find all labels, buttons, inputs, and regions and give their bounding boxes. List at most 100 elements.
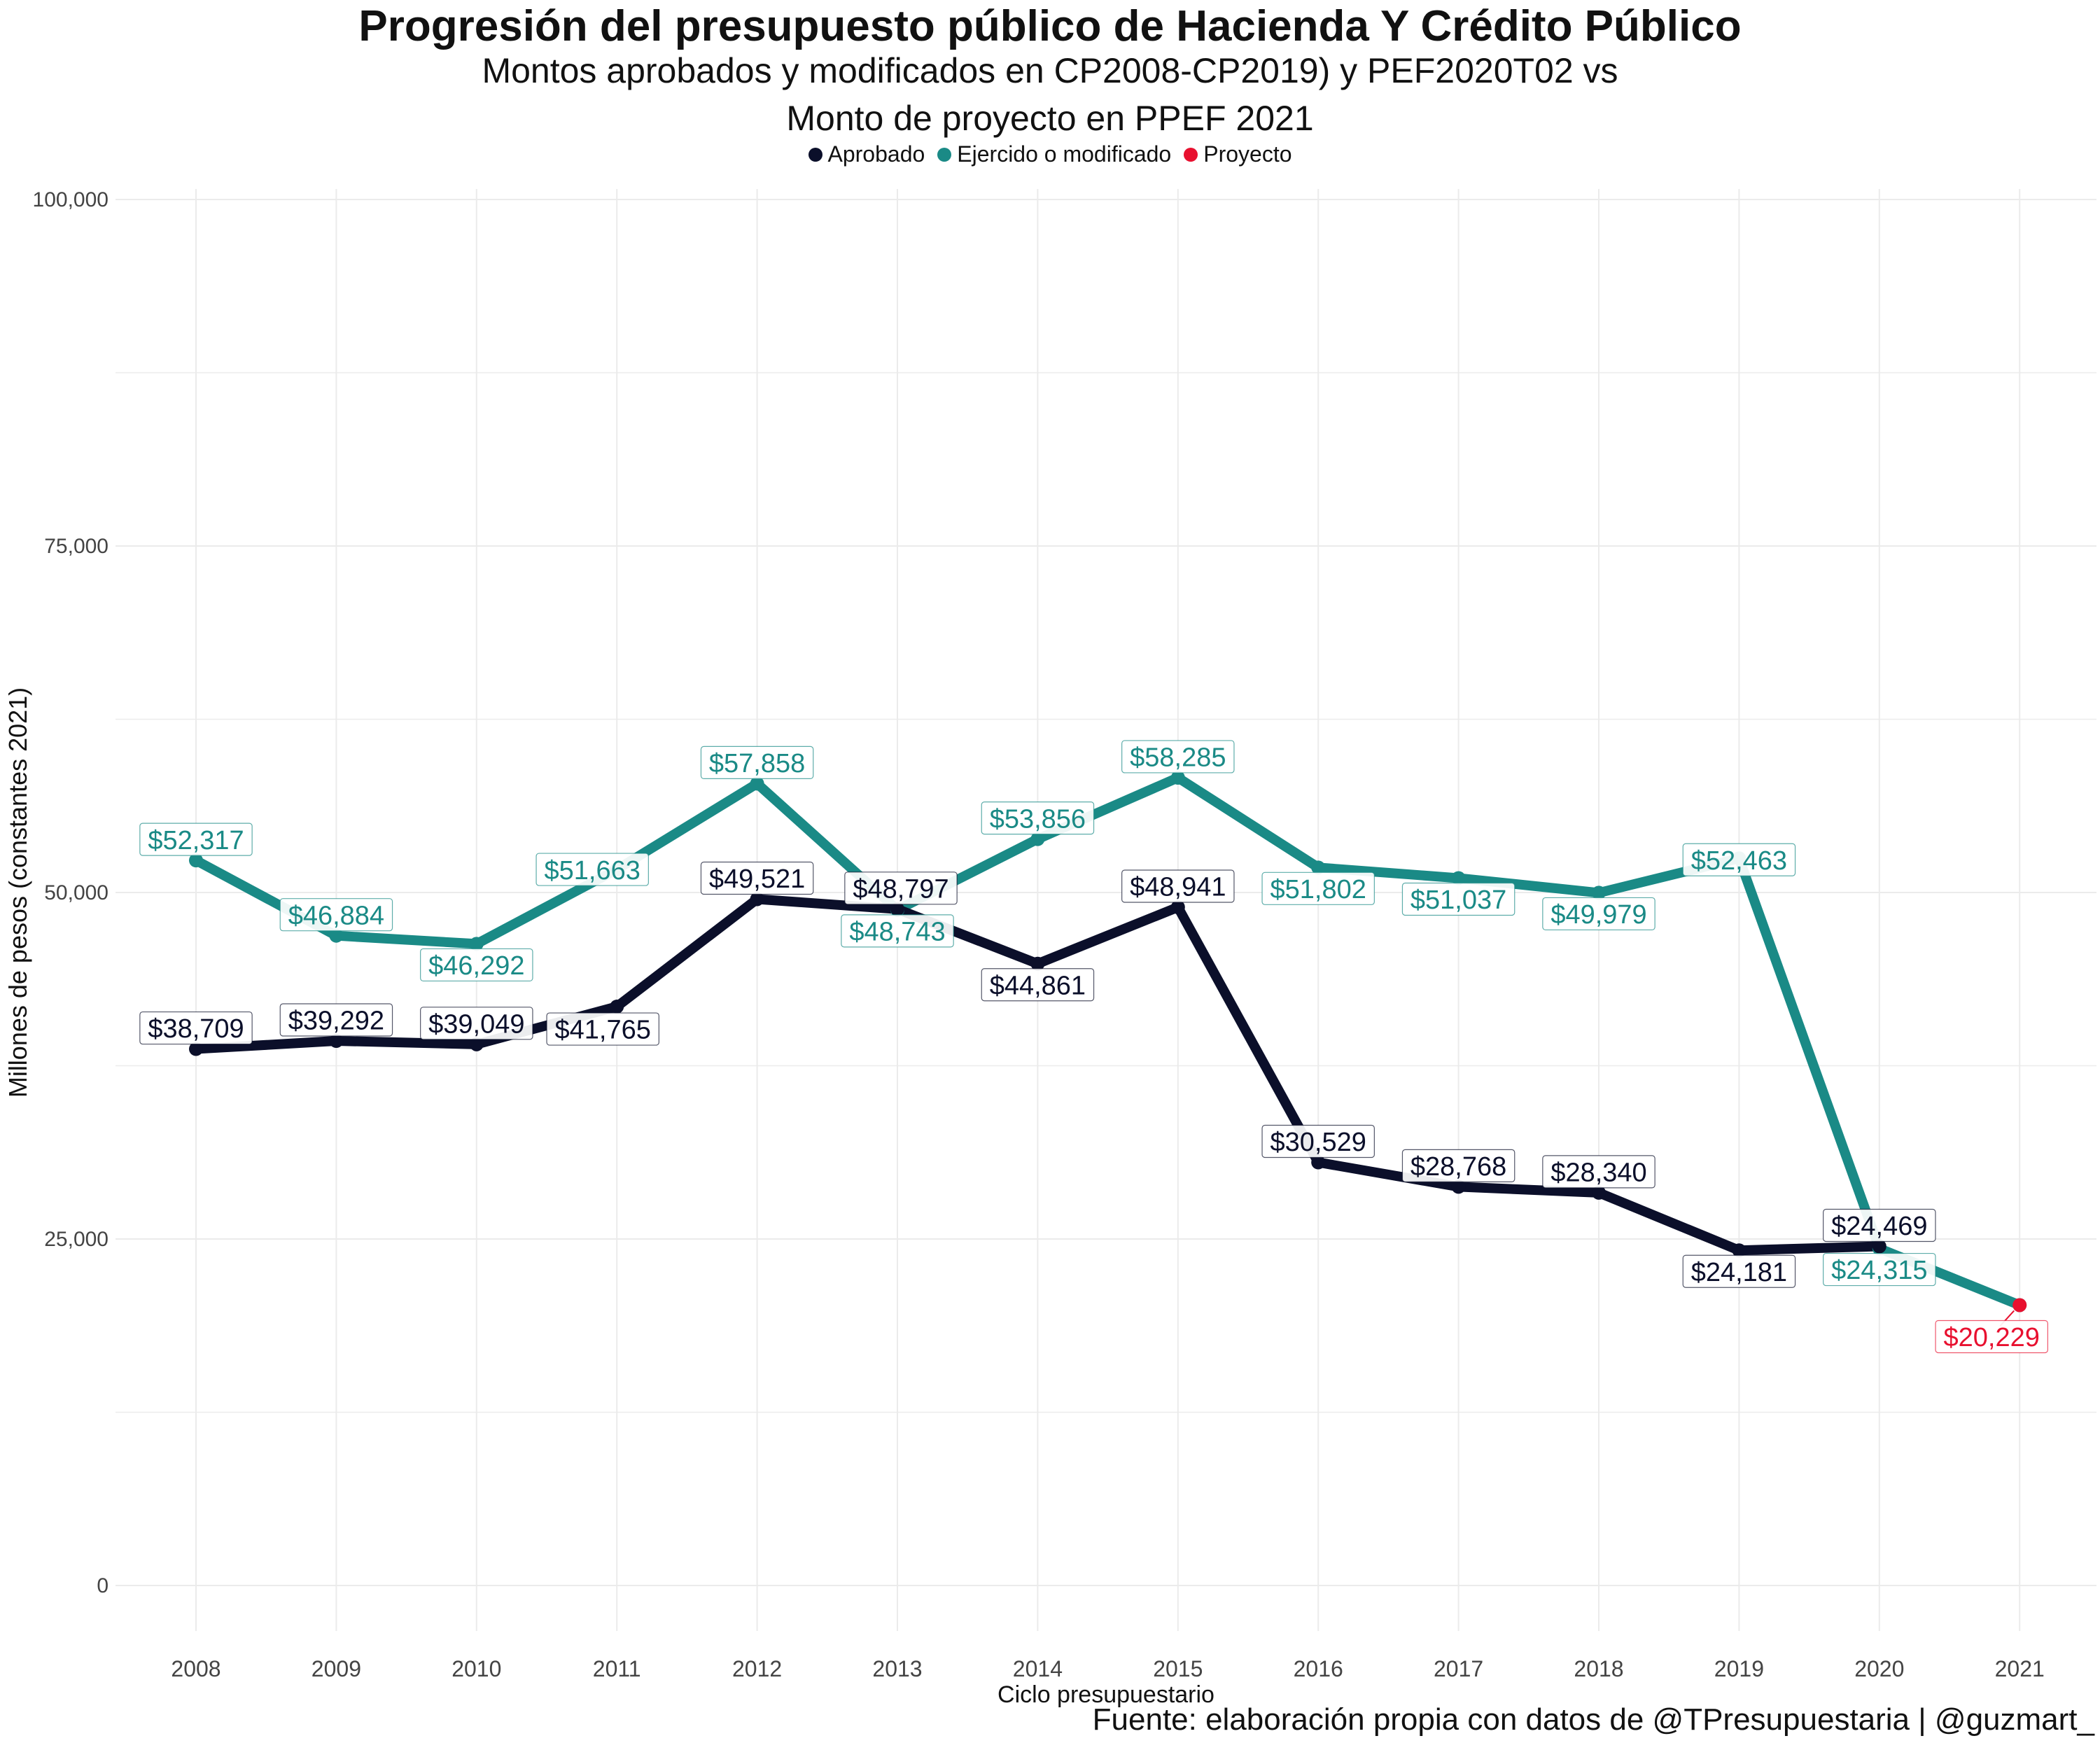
legend-swatch	[808, 147, 822, 162]
data-label-aprobado-box	[546, 1012, 659, 1046]
data-label-ejercido: $57,858	[709, 749, 805, 778]
data-label-ejercido-box	[1542, 897, 1656, 931]
data-label-ejercido-box	[981, 802, 1095, 835]
data-label-aprobado: $48,797	[853, 874, 948, 904]
y-tick-label: 25,000	[44, 1228, 108, 1251]
x-tick-label: 2009	[312, 1656, 361, 1681]
data-label-aprobado-box	[1823, 1208, 1936, 1242]
data-label-aprobado-box	[1401, 1149, 1516, 1182]
data-label-ejercido: $52,317	[148, 826, 244, 855]
legend-item: Aprobado	[808, 141, 925, 167]
x-tick-label: 2014	[1013, 1656, 1063, 1681]
data-label-aprobado: $39,049	[428, 1010, 524, 1040]
data-label-ejercido: $24,315	[1831, 1256, 1927, 1285]
data-point-ejercido	[189, 853, 203, 868]
data-label-ejercido: $53,856	[990, 804, 1086, 834]
data-label-proyecto-box	[1935, 1320, 2048, 1354]
legend-swatch	[937, 147, 952, 162]
data-label-ejercido-box	[1682, 843, 1796, 876]
data-label-ejercido: $51,663	[545, 856, 640, 886]
data-point-aprobado	[329, 1034, 344, 1049]
data-label-ejercido-box	[841, 914, 954, 948]
data-point-ejercido	[329, 928, 344, 943]
data-label-aprobado: $38,709	[148, 1014, 244, 1044]
data-label-aprobado: $39,292	[288, 1007, 384, 1036]
data-label-aprobado: $49,521	[709, 864, 805, 894]
data-label-aprobado-box	[1542, 1155, 1656, 1189]
data-label-aprobado: $30,529	[1270, 1128, 1366, 1157]
data-label-aprobado-box	[279, 1003, 393, 1037]
data-label-aprobado-box	[844, 872, 958, 905]
data-label-ejercido: $58,285	[1130, 743, 1226, 773]
legend-label: Ejercido o modificado	[957, 141, 1172, 167]
y-tick-label: 50,000	[44, 881, 108, 904]
x-tick-label: 2016	[1294, 1656, 1343, 1681]
x-tick-label: 2019	[1714, 1656, 1764, 1681]
y-tick-label: 0	[97, 1574, 108, 1597]
data-point-aprobado	[189, 1042, 203, 1056]
legend-item: Ejercido o modificado	[937, 141, 1171, 167]
data-point-aprobado	[890, 902, 904, 916]
legend-label: Proyecto	[1203, 141, 1292, 167]
x-tick-label: 2008	[171, 1656, 220, 1681]
chart-subtitle-line2: Monto de proyecto en PPEF 2021	[786, 99, 1314, 138]
data-label-aprobado: $28,340	[1550, 1158, 1646, 1188]
x-axis-title: Ciclo presupuestario	[997, 1681, 1214, 1708]
x-tick-label: 2021	[1995, 1656, 2045, 1681]
y-tick-label: 100,000	[33, 188, 108, 211]
data-label-ejercido-box	[1823, 1252, 1936, 1287]
data-point-aprobado	[469, 1037, 484, 1051]
data-point-aprobado	[750, 892, 764, 906]
x-tick-label: 2010	[451, 1656, 501, 1681]
x-tick-label: 2015	[1153, 1656, 1203, 1681]
x-tick-label: 2013	[872, 1656, 922, 1681]
x-tick-label: 2011	[593, 1656, 641, 1681]
data-point-aprobado	[1592, 1185, 1606, 1200]
data-point-ejercido	[1451, 871, 1466, 886]
data-label-ejercido-box	[700, 746, 814, 780]
data-point-ejercido	[1311, 860, 1326, 875]
legend-item: Proyecto	[1184, 141, 1292, 167]
chart-subtitle-line1: Montos aprobados y modificados en CP2008…	[482, 51, 1618, 90]
data-point-aprobado	[1030, 956, 1045, 971]
data-label-aprobado: $24,469	[1831, 1212, 1927, 1241]
data-label-ejercido-box	[139, 822, 253, 856]
data-label-aprobado-box	[139, 1011, 253, 1045]
data-label-ejercido-box	[536, 853, 649, 886]
legend-label: Aprobado	[827, 141, 925, 167]
data-label-ejercido-box	[1121, 740, 1235, 774]
chart-caption: Fuente: elaboración propia con datos de …	[1092, 1702, 2094, 1737]
legend-swatch	[1184, 147, 1198, 162]
data-label-ejercido-box	[279, 898, 393, 932]
data-point-ejercido	[1030, 832, 1045, 846]
data-label-ejercido: $46,292	[428, 951, 524, 981]
data-point-ejercido	[1170, 770, 1185, 785]
data-label-aprobado: $48,941	[1130, 873, 1226, 902]
data-label-ejercido: $52,463	[1691, 846, 1787, 876]
x-tick-label: 2018	[1574, 1656, 1623, 1681]
data-label-ejercido: $51,037	[1410, 886, 1506, 915]
data-label-aprobado-box	[1121, 869, 1235, 903]
data-point-proyecto	[2012, 1298, 2027, 1312]
data-label-aprobado-box	[981, 968, 1095, 1002]
data-point-aprobado	[1451, 1180, 1466, 1194]
data-label-aprobado-box	[1682, 1254, 1796, 1288]
data-label-aprobado-box	[420, 1007, 533, 1040]
data-label-ejercido: $49,979	[1550, 900, 1646, 930]
data-label-aprobado: $28,768	[1410, 1152, 1506, 1182]
data-label-ejercido-box	[1261, 872, 1375, 905]
data-label-ejercido: $46,884	[288, 901, 384, 930]
data-label-aprobado: $44,861	[990, 971, 1086, 1000]
data-label-aprobado-box	[1261, 1124, 1375, 1158]
data-point-ejercido	[469, 937, 484, 951]
x-tick-label: 2020	[1854, 1656, 1904, 1681]
data-label-ejercido: $48,743	[849, 918, 945, 947]
y-axis-title: Millones de pesos (constantes 2021)	[4, 687, 32, 1098]
data-point-ejercido	[1592, 886, 1606, 900]
data-label-ejercido: $51,802	[1270, 875, 1366, 904]
data-point-aprobado	[1170, 899, 1185, 914]
data-label-aprobado: $41,765	[555, 1016, 651, 1045]
data-point-ejercido	[750, 776, 764, 791]
data-point-aprobado	[610, 1000, 624, 1014]
